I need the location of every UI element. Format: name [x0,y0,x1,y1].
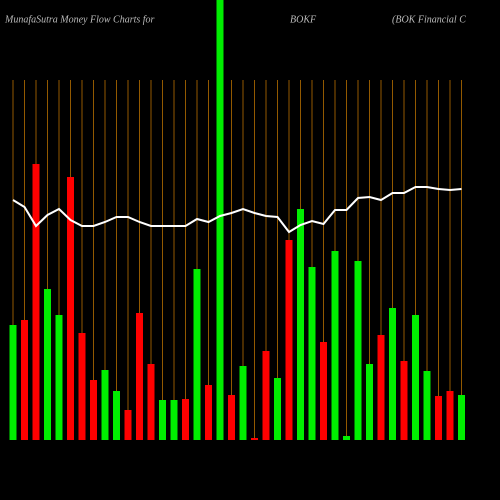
bar [136,313,143,440]
bar [446,391,454,440]
bar [297,209,304,440]
bar [21,320,28,440]
bar [331,251,339,440]
bar [262,351,270,440]
bar [285,240,293,440]
bar [435,396,442,440]
bar [274,378,281,440]
bar [423,371,431,440]
price-line [12,186,462,234]
bar [101,370,109,440]
chart-symbol: BOKF [290,14,317,25]
bar [239,366,247,440]
chart-title: MunafaSutra Money Flow Charts for [4,14,155,25]
bar [205,385,212,440]
bar [55,315,63,440]
bar [354,261,362,440]
bar [400,361,408,440]
bar [389,308,396,440]
bar [32,164,40,440]
bar [216,0,224,440]
bar [182,399,189,440]
bar [193,269,201,440]
bar [113,391,120,440]
bar [366,364,373,440]
bar [458,395,465,440]
bar [320,342,327,440]
chart-subtitle: (BOK Financial C [392,14,466,25]
bar [343,436,350,440]
bar [159,400,166,440]
bar [412,315,419,440]
bar [308,267,316,440]
bar [44,289,51,440]
bar [170,400,178,440]
bar [377,335,385,440]
bar [251,438,258,440]
bar [9,325,17,440]
bar [67,177,74,440]
bar [228,395,235,440]
bar [124,410,132,440]
bar [78,333,86,440]
bar [147,364,155,440]
bar [90,380,97,440]
